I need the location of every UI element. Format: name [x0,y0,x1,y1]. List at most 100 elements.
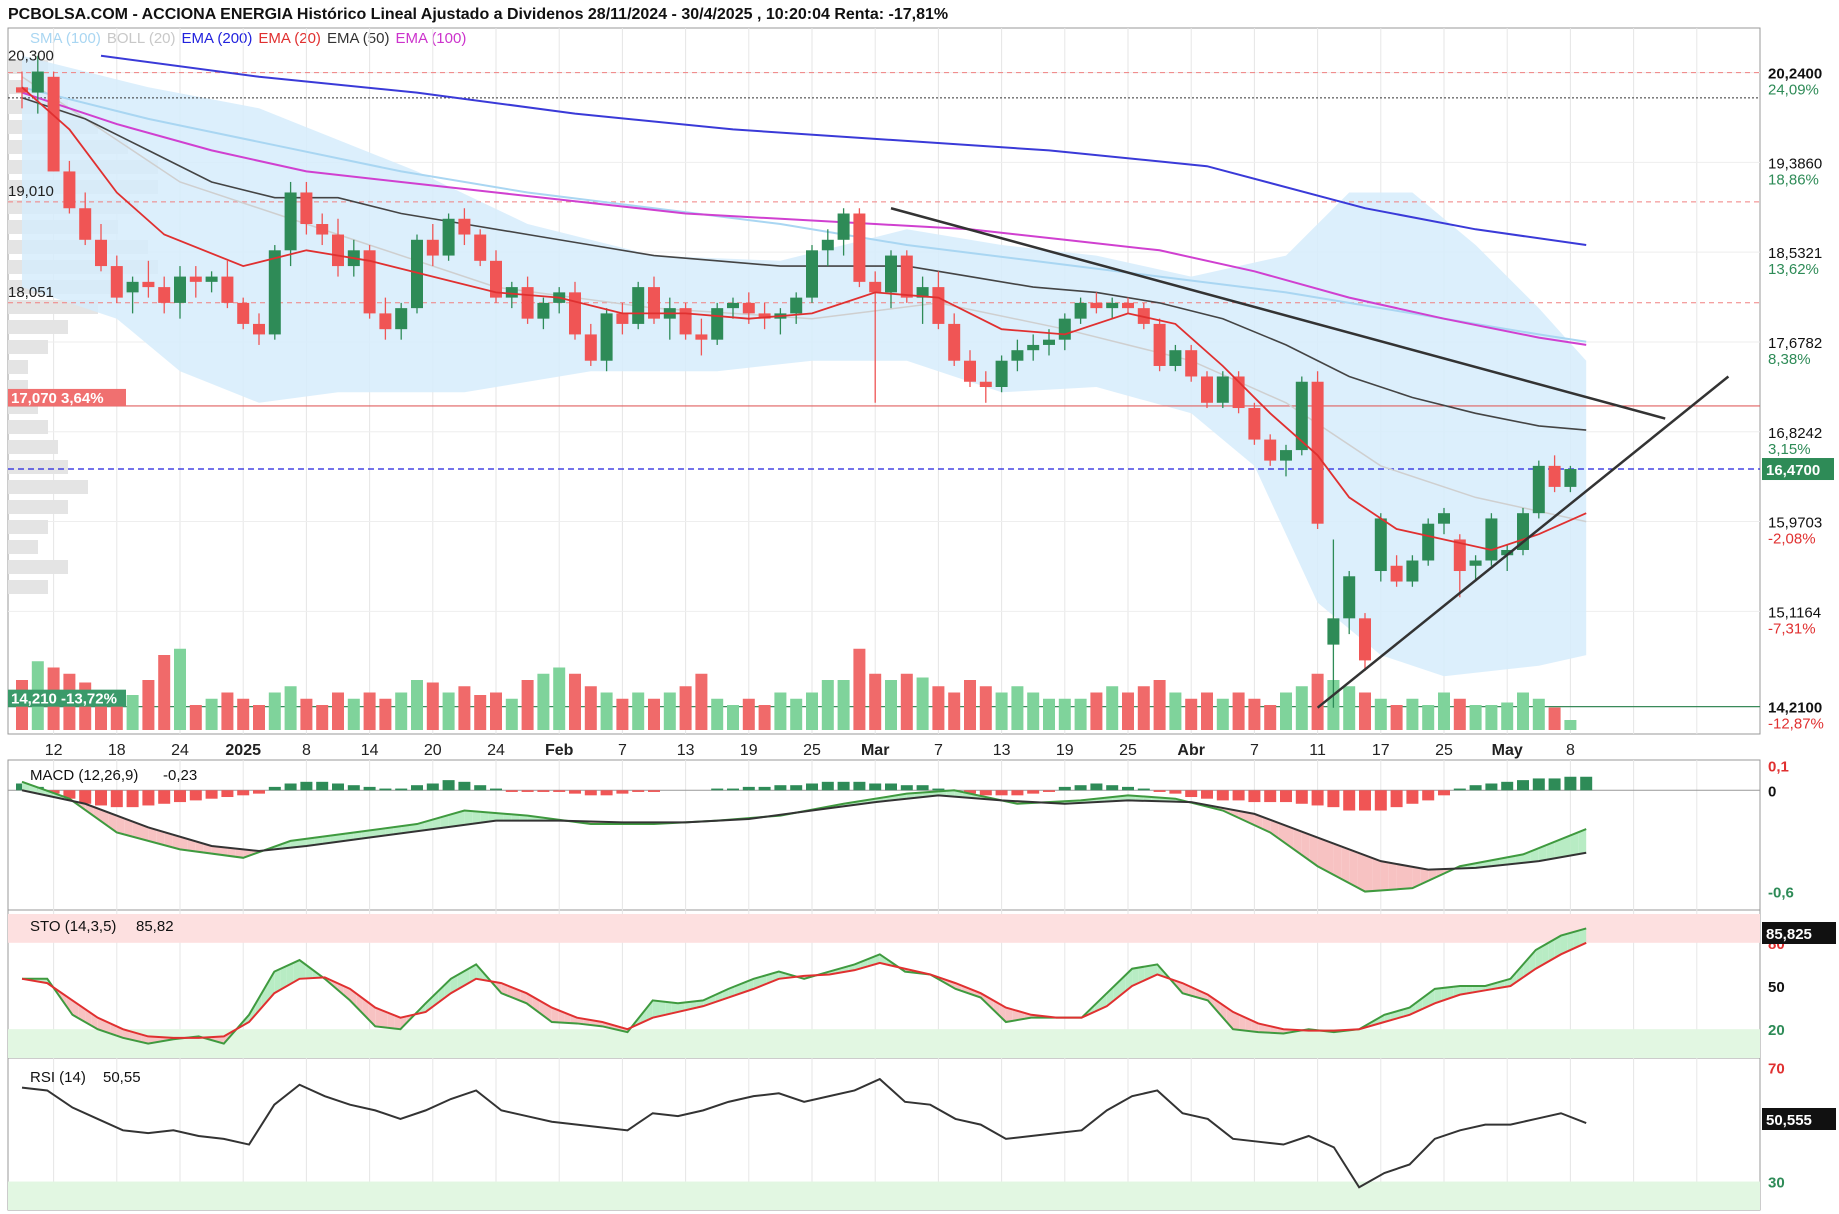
candle-body [711,308,724,340]
right-axis-price: 15,1164 [1768,604,1821,621]
sto-fill [1567,932,1574,952]
sto-fill [394,1015,401,1030]
macd-histogram-bar [1185,790,1198,798]
rsi-axis-label: 30 [1768,1175,1785,1192]
macd-histogram-bar [505,790,518,792]
candle-body [1201,376,1213,403]
volume-bar [900,673,913,730]
macd-fill [1325,840,1334,875]
volume-bar [1058,698,1071,730]
volume-bar [932,686,945,730]
macd-fill [282,840,291,849]
candle-body [1216,376,1229,403]
level-label-green: 14,210 -13,72% [11,691,117,708]
volume-bar [1501,702,1514,730]
indicator-legend: SMA (100) BOLL (20) EMA (200) EMA (20) EMA (… [30,30,472,47]
macd-fill [464,810,473,825]
candle-body [900,255,913,298]
rsi-line [21,1077,1587,1189]
macd-histogram-bar [711,788,724,791]
sto-fill [501,983,508,996]
sto-fill [1100,993,1107,1010]
candle-body [268,250,281,335]
candle-body [1532,465,1545,514]
sto-fill [469,964,477,983]
macd-histogram-bar [458,781,471,791]
volume-bar [916,677,929,730]
macd-histogram-bar [1280,790,1292,803]
volume-bar [758,705,771,730]
macd-fill [195,841,204,853]
volume-bar [663,692,676,730]
sto-axis-label: 20 [1768,1022,1785,1039]
candle-body [253,323,265,335]
volume-bar [995,692,1008,730]
volume-bar [821,680,834,730]
volume-bar [1311,673,1324,730]
macd-fill [148,827,157,844]
macd-fill [322,835,331,844]
volume-bar [1517,692,1529,730]
macd-histogram-bar [1058,786,1071,791]
right-axis-price: 15,9703 [1768,515,1822,532]
volume-bar [237,698,250,730]
legend-item: EMA (20) [258,30,321,47]
macd-panel [7,759,1761,911]
macd-histogram-bar [268,786,281,791]
candle-body [1185,350,1198,377]
candle-body [1090,302,1103,309]
macd-fill [172,834,180,850]
macd-histogram-bar [1248,790,1261,803]
candle-body [1264,439,1277,461]
volume-bar [442,692,455,730]
x-axis-label: 24 [171,742,189,759]
level-label-red-box [8,388,126,406]
macd-fill [1562,835,1571,857]
ema20-line [21,86,1587,551]
volume-bar [158,655,171,730]
macd-histogram-bar [727,788,739,791]
macd-fill [1436,869,1444,878]
macd-fill [401,825,410,834]
x-axis-label: 17 [1372,742,1390,759]
macd-fill [1341,846,1350,884]
candle-body [16,87,28,93]
sto-fill [659,1001,666,1017]
sto-fill [999,1004,1006,1022]
candle-body [490,260,502,298]
candle-body [569,292,581,335]
candle-body [31,71,44,93]
sto-fill [1554,935,1561,958]
macd-histogram-bar [1406,790,1419,804]
x-axis-label: 18 [108,742,126,759]
macd-fill [1286,825,1294,850]
macd-histogram-bar [1216,790,1229,801]
macd-histogram-bar [1374,790,1387,811]
x-axis-label: 19 [1056,742,1074,759]
macd-fill [314,836,323,845]
volume-bar [1216,698,1229,730]
x-axis-label: 25 [1119,742,1137,759]
sto-k-line [22,927,1587,1045]
x-axis-label: 11 [1309,742,1326,759]
volume-bar [1390,705,1403,730]
sto-fill [1523,957,1530,978]
sto-fill [1573,930,1580,949]
volume-bar [268,692,281,730]
sto-fill [1441,987,1448,1002]
left-price-label: 19,010 [8,183,54,200]
left-price-label: 20,300 [8,47,54,64]
volume-bar [679,686,692,730]
volume-bar [632,692,645,730]
volume-bar [584,686,597,730]
sto-fill [1138,966,1145,984]
candle-body [426,239,439,256]
volume-bar [1169,692,1182,730]
macd-histogram-bar [1153,790,1166,792]
candle-body [1564,469,1577,487]
candle-body [758,313,771,319]
volume-bar [332,692,344,730]
macd-fill [1530,848,1539,863]
volume-bar [142,680,155,730]
